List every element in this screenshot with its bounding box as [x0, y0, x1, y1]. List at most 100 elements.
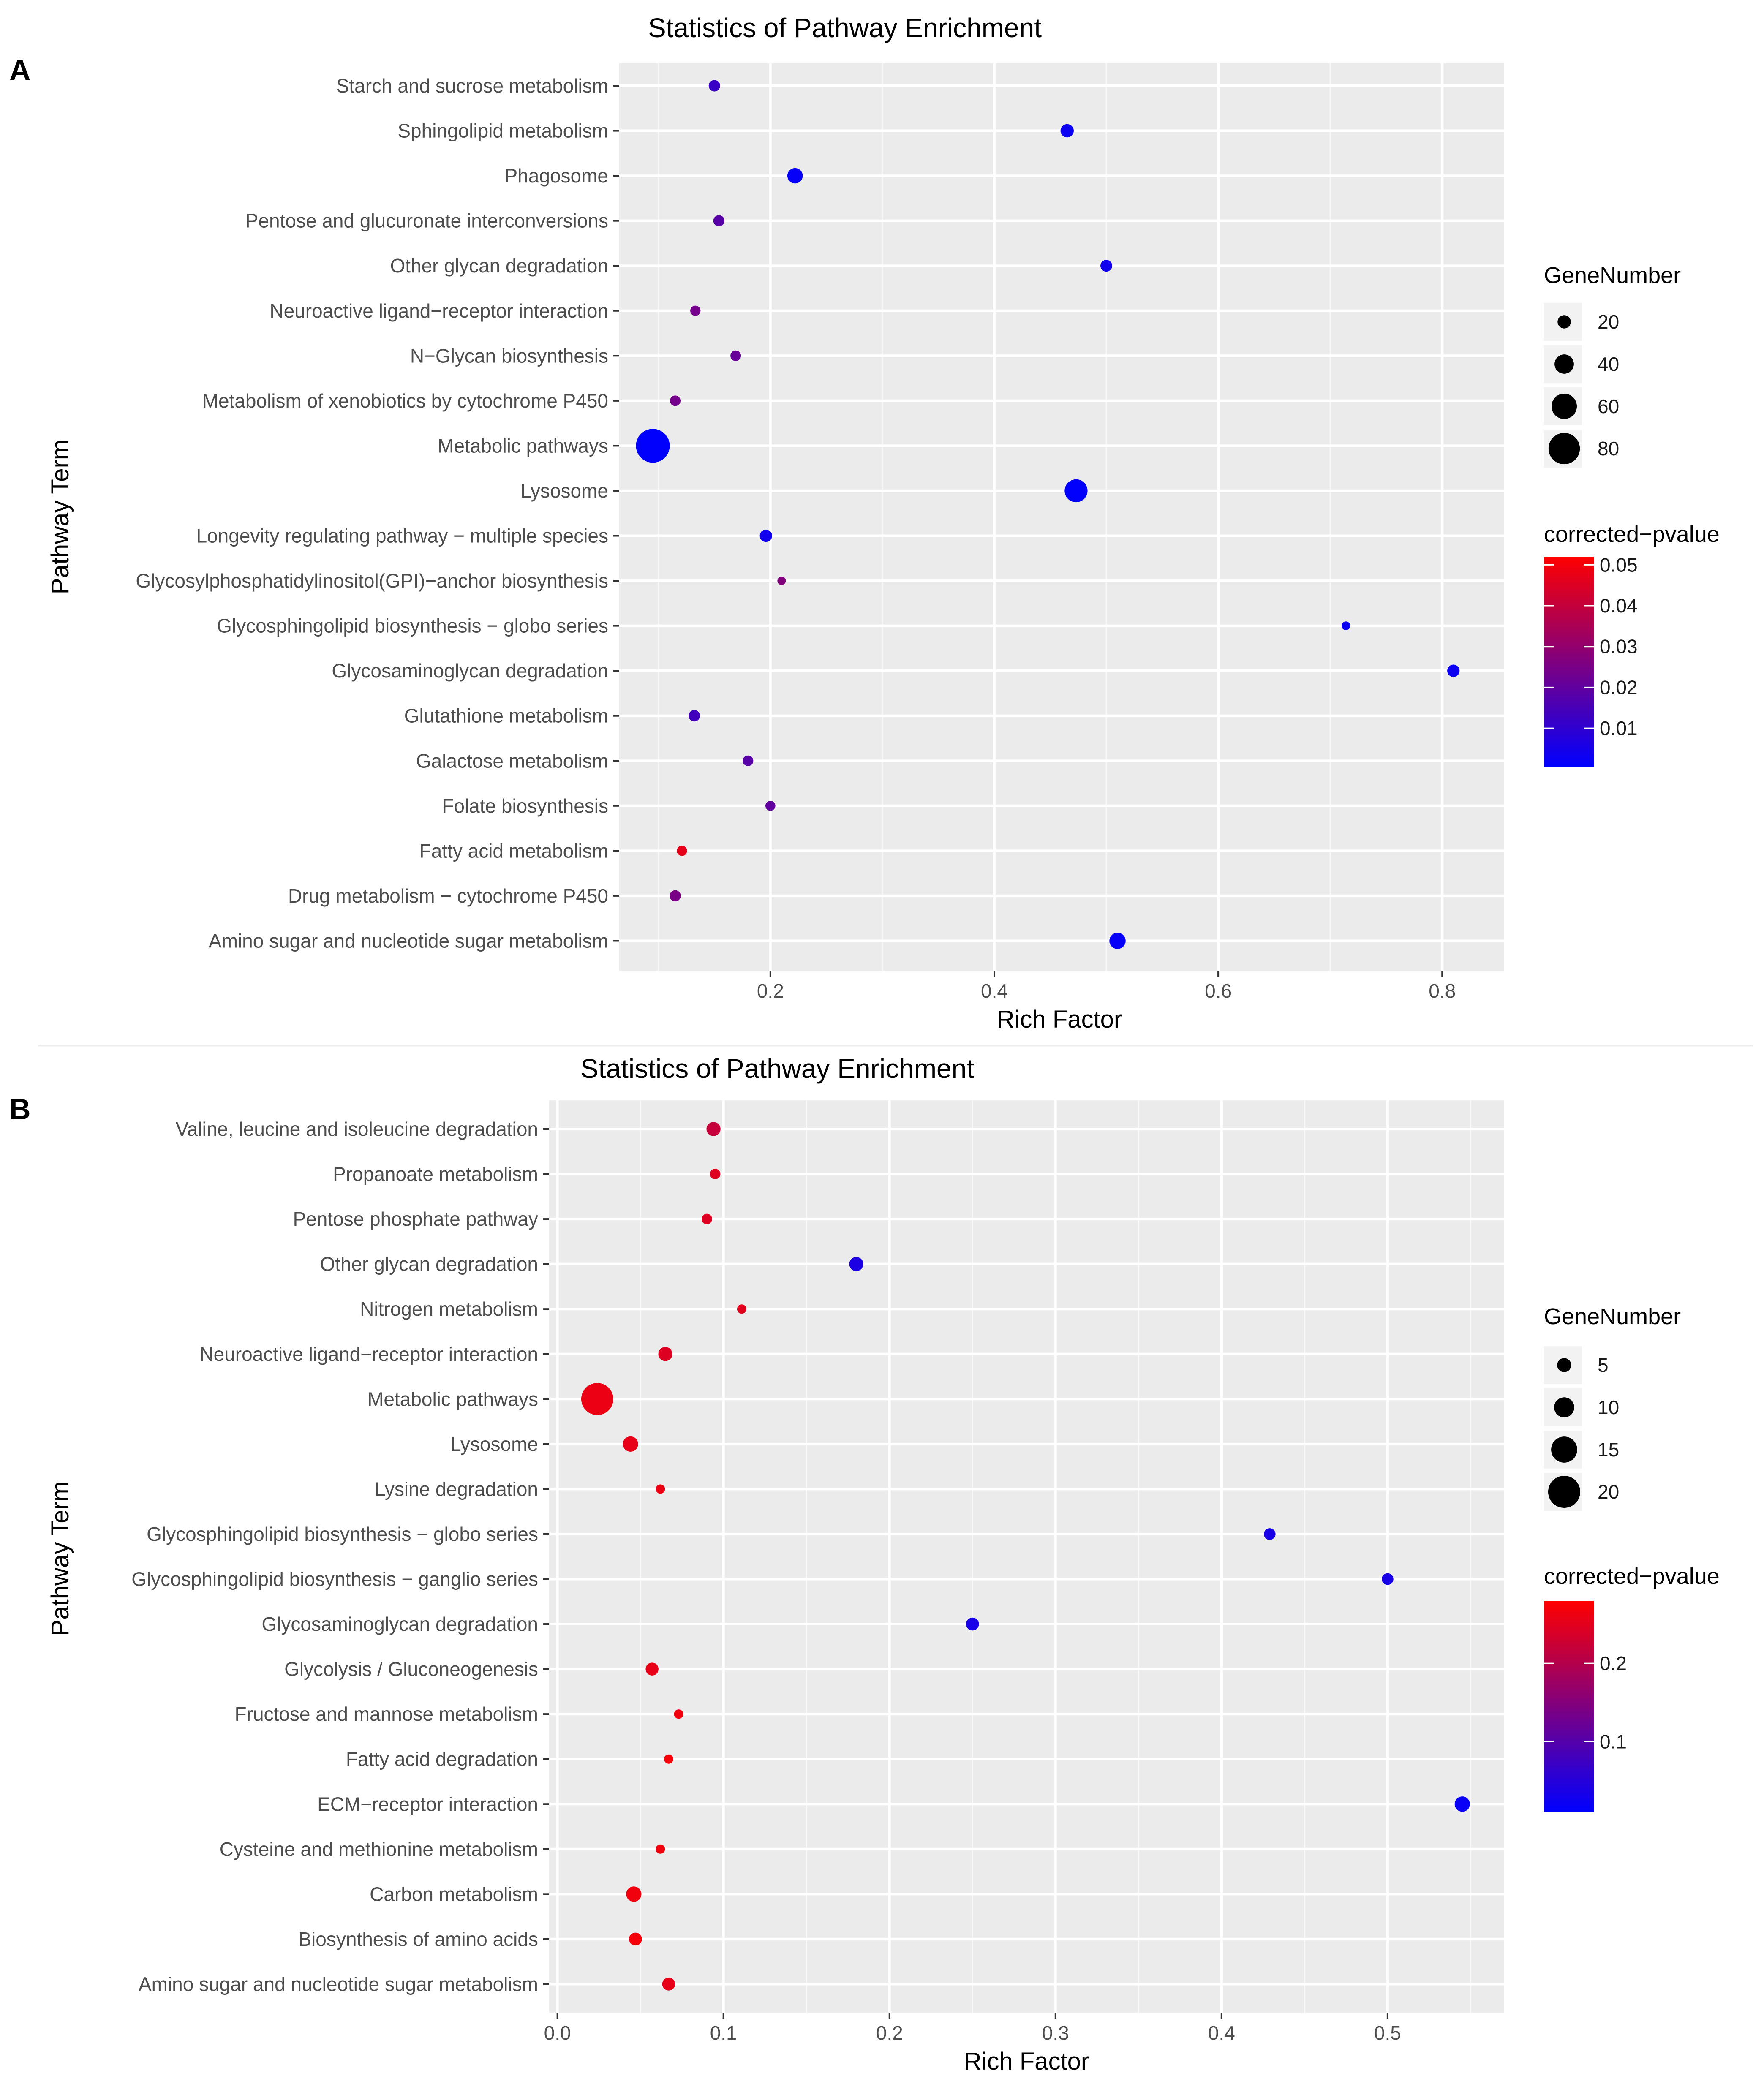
color-legend-label: 0.1 — [1600, 1730, 1627, 1752]
y-tick-label-nitrogen-metabolism: Nitrogen metabolism — [360, 1298, 538, 1320]
data-point-glycosaminoglycan-degradation — [1447, 664, 1460, 677]
y-tick-label-folate-biosynthesis: Folate biosynthesis — [442, 795, 608, 817]
x-tick-label: 0.8 — [1429, 980, 1456, 1002]
plot-background — [619, 63, 1504, 971]
x-tick-label: 0.2 — [876, 2022, 903, 2044]
size-legend-dot — [1554, 354, 1574, 374]
y-tick-label-pentose-and-glucuronate-interconversions: Pentose and glucuronate interconversions — [245, 210, 608, 232]
y-tick-label-longevity-regulating-pathway-multiple-species: Longevity regulating pathway − multiple … — [196, 525, 608, 547]
y-tick-label-glutathione-metabolism: Glutathione metabolism — [404, 705, 608, 727]
size-legend-label: 20 — [1598, 1481, 1619, 1503]
y-tick-label-galactose-metabolism: Galactose metabolism — [416, 750, 608, 772]
y-tick-label-propanoate-metabolism: Propanoate metabolism — [333, 1163, 538, 1185]
y-tick-label-amino-sugar-and-nucleotide-sugar-metabolism: Amino sugar and nucleotide sugar metabol… — [139, 1973, 538, 1995]
size-legend-title: GeneNumber — [1544, 1304, 1681, 1329]
y-tick-label-glycosaminoglycan-degradation: Glycosaminoglycan degradation — [332, 660, 608, 682]
data-point-glutathione-metabolism — [689, 710, 700, 722]
size-legend-label: 5 — [1598, 1354, 1609, 1376]
data-point-phagosome — [787, 168, 803, 184]
y-tick-label-lysosome: Lysosome — [450, 1433, 538, 1455]
y-tick-label-neuroactive-ligand-receptor-interaction: Neuroactive ligand−receptor interaction — [199, 1343, 538, 1365]
data-point-glycosylphosphatidylinositol-gpi-anchor-biosynthesis — [777, 577, 786, 585]
y-tick-label-cysteine-and-methionine-metabolism: Cysteine and methionine metabolism — [220, 1838, 538, 1860]
panel-b-chart: Valine, leucine and isoleucine degradati… — [46, 1053, 1720, 2075]
size-legend-label: 20 — [1598, 311, 1619, 333]
data-point-neuroactive-ligand-receptor-interaction — [690, 305, 701, 316]
size-legend-dot — [1551, 1436, 1577, 1463]
size-legend-dot — [1557, 315, 1571, 329]
y-tick-label-starch-and-sucrose-metabolism: Starch and sucrose metabolism — [336, 75, 608, 97]
data-point-valine-leucine-and-isoleucine-degradation — [706, 1122, 721, 1136]
data-point-amino-sugar-and-nucleotide-sugar-metabolism — [1109, 933, 1126, 949]
size-legend-label: 10 — [1598, 1396, 1619, 1418]
size-legend-dot — [1548, 433, 1580, 465]
data-point-neuroactive-ligand-receptor-interaction — [658, 1347, 672, 1361]
data-point-fatty-acid-degradation — [664, 1754, 673, 1764]
x-tick-label: 0.2 — [757, 980, 784, 1002]
data-point-metabolic-pathways — [581, 1383, 613, 1415]
data-point-glycolysis-gluconeogenesis — [645, 1662, 659, 1676]
data-point-glycosaminoglycan-degradation — [966, 1617, 979, 1631]
size-legend-label: 80 — [1598, 438, 1619, 460]
y-tick-label-lysosome: Lysosome — [520, 480, 608, 502]
y-tick-label-fructose-and-mannose-metabolism: Fructose and mannose metabolism — [235, 1703, 538, 1725]
y-tick-label-glycosphingolipid-biosynthesis-ganglio-series: Glycosphingolipid biosynthesis − ganglio… — [131, 1568, 538, 1590]
y-tick-label-other-glycan-degradation: Other glycan degradation — [390, 255, 608, 277]
data-point-fatty-acid-metabolism — [677, 846, 687, 856]
size-legend-label: 60 — [1598, 395, 1619, 417]
y-tick-label-glycosaminoglycan-degradation: Glycosaminoglycan degradation — [261, 1613, 538, 1635]
y-tick-label-phagosome: Phagosome — [505, 165, 609, 187]
data-point-starch-and-sucrose-metabolism — [708, 80, 720, 92]
x-tick-label: 0.4 — [1208, 2022, 1235, 2044]
data-point-other-glycan-degradation — [849, 1257, 863, 1271]
x-tick-label: 0.5 — [1374, 2022, 1401, 2044]
y-axis-label: Pathway Term — [46, 440, 74, 594]
y-tick-label-glycolysis-gluconeogenesis: Glycolysis / Gluconeogenesis — [284, 1658, 538, 1680]
y-tick-label-biosynthesis-of-amino-acids: Biosynthesis of amino acids — [298, 1928, 538, 1950]
x-axis-label: Rich Factor — [997, 1006, 1122, 1033]
size-legend-dot — [1554, 1397, 1574, 1417]
color-legend-label: 0.01 — [1600, 717, 1638, 739]
y-tick-label-fatty-acid-metabolism: Fatty acid metabolism — [419, 840, 608, 862]
y-axis-label: Pathway Term — [46, 1481, 74, 1636]
y-tick-label-carbon-metabolism: Carbon metabolism — [370, 1883, 538, 1905]
color-legend-bar — [1544, 1601, 1594, 1812]
chart-title: Statistics of Pathway Enrichment — [648, 13, 1042, 43]
y-tick-label-amino-sugar-and-nucleotide-sugar-metabolism: Amino sugar and nucleotide sugar metabol… — [209, 930, 608, 952]
data-point-metabolism-of-xenobiotics-by-cytochrome-p450 — [670, 395, 681, 406]
y-tick-label-other-glycan-degradation: Other glycan degradation — [320, 1253, 538, 1275]
color-legend-title: corrected−pvalue — [1544, 522, 1720, 547]
x-tick-label: 0.6 — [1205, 980, 1232, 1002]
data-point-propanoate-metabolism — [710, 1169, 721, 1179]
color-legend-label: 0.05 — [1600, 554, 1638, 576]
size-legend-dot — [1552, 394, 1577, 419]
color-legend-bar — [1544, 557, 1594, 767]
color-legend-label: 0.04 — [1600, 595, 1638, 617]
color-legend-title: corrected−pvalue — [1544, 1564, 1720, 1589]
y-tick-label-metabolic-pathways: Metabolic pathways — [368, 1388, 538, 1410]
data-point-n-glycan-biosynthesis — [730, 350, 741, 361]
y-tick-label-n-glycan-biosynthesis: N−Glycan biosynthesis — [410, 345, 608, 367]
size-legend-label: 15 — [1598, 1439, 1619, 1461]
y-tick-label-fatty-acid-degradation: Fatty acid degradation — [346, 1748, 538, 1770]
size-legend-dot — [1557, 1358, 1571, 1372]
data-point-lysosome — [1064, 479, 1088, 503]
data-point-lysosome — [623, 1436, 638, 1452]
data-point-fructose-and-mannose-metabolism — [674, 1709, 683, 1719]
data-point-metabolic-pathways — [636, 429, 670, 463]
data-point-pentose-phosphate-pathway — [701, 1213, 712, 1224]
x-tick-label: 0.0 — [544, 2022, 571, 2044]
y-tick-label-pentose-phosphate-pathway: Pentose phosphate pathway — [293, 1208, 538, 1230]
size-legend-label: 40 — [1598, 353, 1619, 375]
data-point-drug-metabolism-cytochrome-p450 — [670, 890, 681, 902]
y-tick-label-drug-metabolism-cytochrome-p450: Drug metabolism − cytochrome P450 — [288, 885, 608, 907]
data-point-galactose-metabolism — [743, 755, 754, 766]
color-legend-label: 0.02 — [1600, 676, 1638, 698]
x-axis-label: Rich Factor — [964, 2048, 1089, 2075]
data-point-biosynthesis-of-amino-acids — [629, 1932, 642, 1946]
y-tick-label-glycosylphosphatidylinositol-gpi-anchor-biosynthesis: Glycosylphosphatidylinositol(GPI)−anchor… — [136, 570, 608, 592]
data-point-amino-sugar-and-nucleotide-sugar-metabolism — [662, 1978, 675, 1991]
panel-label-b: B — [9, 1093, 31, 1126]
